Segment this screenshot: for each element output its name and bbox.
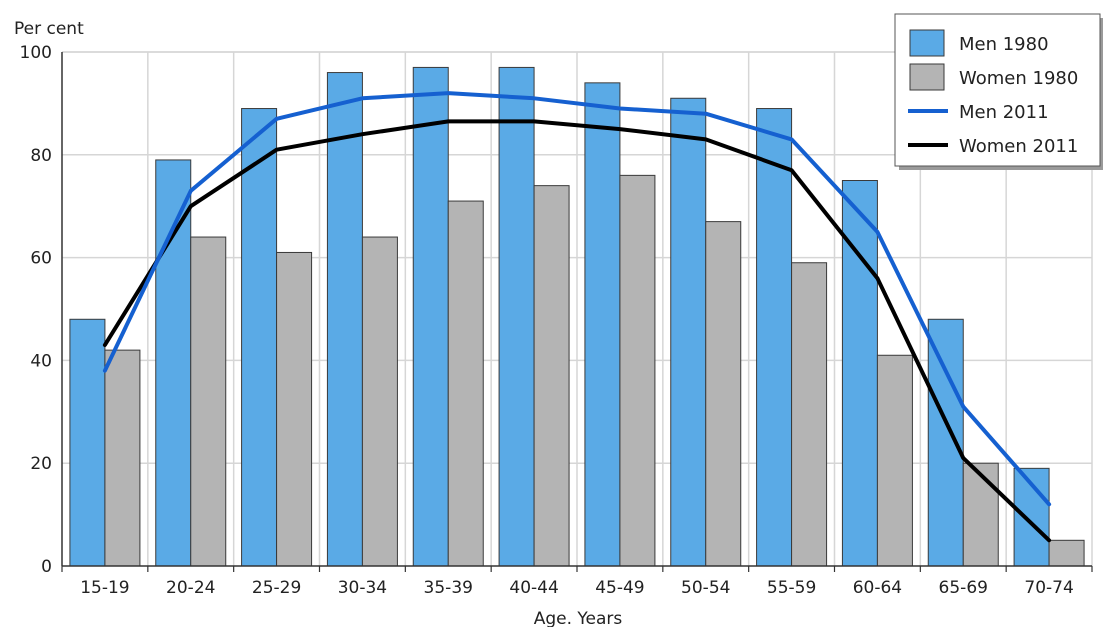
legend-label: Women 2011	[959, 136, 1078, 157]
bar	[584, 82, 621, 567]
y-tick-label: 40	[30, 351, 52, 371]
bar	[876, 354, 913, 567]
bar	[962, 462, 999, 567]
series-line	[102, 119, 1052, 543]
x-tick-label: 15-19	[80, 578, 129, 598]
bar	[841, 180, 878, 567]
x-tick-label: 55-59	[767, 578, 816, 598]
bar	[69, 318, 106, 567]
bar	[104, 349, 141, 567]
x-tick-label: 60-64	[853, 578, 902, 598]
bar	[756, 108, 793, 567]
series-line	[102, 91, 1052, 507]
legend-label: Men 2011	[959, 102, 1049, 123]
bar	[447, 200, 484, 567]
bar	[190, 236, 227, 567]
y-tick-label: 100	[20, 43, 52, 63]
x-tick-label: 20-24	[166, 578, 215, 598]
x-tick-label: 40-44	[509, 578, 558, 598]
bar	[791, 262, 828, 567]
y-tick-label: 80	[30, 146, 52, 166]
bar	[705, 221, 742, 567]
bar	[1013, 467, 1050, 567]
y-tick-label: 20	[30, 454, 52, 474]
x-tick-label: 65-69	[939, 578, 988, 598]
legend-label: Men 1980	[959, 34, 1049, 55]
x-tick-label: 30-34	[338, 578, 387, 598]
bar	[155, 159, 192, 567]
y-axis-label: Per cent	[14, 19, 84, 39]
x-tick-label: 45-49	[595, 578, 644, 598]
bar	[276, 251, 313, 567]
bar	[498, 66, 535, 567]
x-tick-label: 25-29	[252, 578, 301, 598]
bar	[533, 185, 570, 567]
y-tick-label: 60	[30, 249, 52, 269]
bar	[1048, 539, 1085, 567]
y-tick-label: 0	[41, 557, 52, 577]
legend-swatch	[909, 29, 945, 57]
legend-swatch	[909, 63, 945, 91]
bar	[326, 72, 363, 567]
bar	[619, 174, 656, 567]
legend-label: Women 1980	[959, 68, 1078, 89]
x-tick-label: 50-54	[681, 578, 730, 598]
x-tick-label: 70-74	[1024, 578, 1073, 598]
x-axis-label: Age. Years	[534, 609, 623, 627]
bar	[361, 236, 398, 567]
bar	[670, 97, 707, 567]
bar	[241, 108, 278, 567]
bar	[412, 66, 449, 567]
x-tick-label: 35-39	[424, 578, 473, 598]
